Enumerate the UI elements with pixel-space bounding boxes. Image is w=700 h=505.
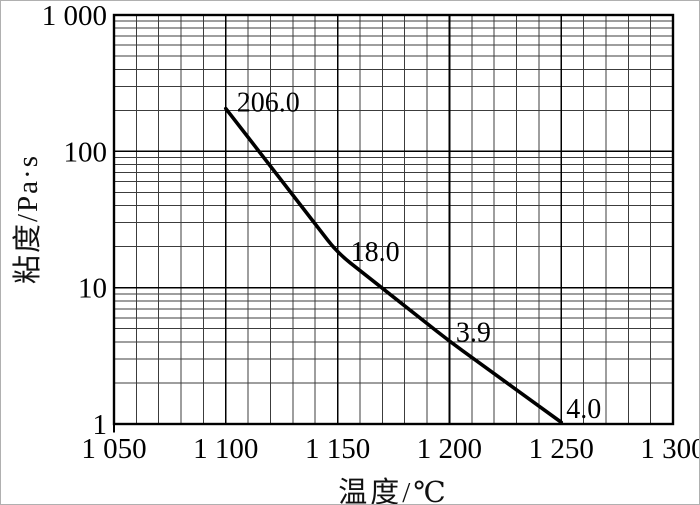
plot-border: [112, 13, 675, 426]
y-tick-label: 1 000: [42, 1, 107, 32]
y-axis-title: 粘度/Pa·s: [12, 153, 44, 285]
curve-point-label: 3.9: [456, 317, 491, 348]
x-tick-label: 1 300: [640, 433, 700, 465]
x-tick-label: 1 050: [81, 433, 146, 465]
x-axis-title: 温度/℃: [338, 477, 449, 505]
curve-point-label: 18.0: [351, 237, 400, 268]
curve-point-label: 206.0: [237, 88, 300, 119]
viscosity-curve: [224, 106, 563, 425]
y-tick-label: 10: [78, 273, 107, 305]
x-tick-label: 1 200: [417, 433, 482, 465]
x-tick-label: 1 150: [305, 433, 370, 465]
curve-point-label: 4.0: [566, 394, 601, 425]
y-tick-label: 1: [93, 409, 108, 441]
y-tick-label: 100: [64, 136, 108, 168]
x-tick-label: 1 250: [529, 433, 594, 465]
x-tick-label: 1 100: [193, 433, 258, 465]
